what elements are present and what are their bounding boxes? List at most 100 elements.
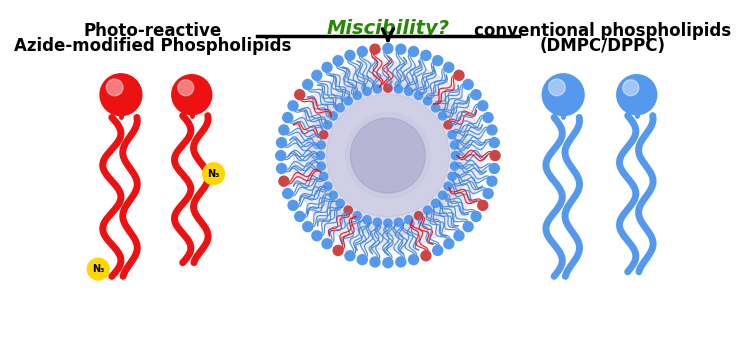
Circle shape: [100, 74, 142, 116]
Circle shape: [329, 112, 337, 120]
Circle shape: [489, 163, 500, 173]
Circle shape: [106, 79, 123, 96]
Circle shape: [322, 62, 332, 73]
Circle shape: [203, 163, 224, 185]
Circle shape: [408, 47, 419, 56]
Circle shape: [370, 257, 380, 267]
Circle shape: [394, 218, 402, 226]
Circle shape: [277, 137, 286, 148]
Circle shape: [478, 101, 488, 111]
Circle shape: [303, 222, 313, 232]
Circle shape: [358, 47, 367, 56]
Circle shape: [317, 141, 325, 149]
Circle shape: [345, 251, 355, 261]
Circle shape: [277, 163, 286, 173]
Circle shape: [324, 182, 332, 190]
Ellipse shape: [346, 113, 430, 198]
Circle shape: [276, 150, 286, 160]
Circle shape: [450, 162, 459, 170]
Circle shape: [333, 56, 343, 66]
Text: Photo-reactive: Photo-reactive: [84, 22, 222, 40]
Circle shape: [483, 188, 493, 199]
Circle shape: [444, 182, 452, 190]
Ellipse shape: [307, 75, 468, 236]
Circle shape: [363, 87, 371, 95]
Circle shape: [489, 137, 500, 148]
Circle shape: [319, 172, 328, 181]
Circle shape: [438, 191, 447, 199]
Circle shape: [373, 218, 381, 226]
Circle shape: [444, 62, 454, 73]
Circle shape: [421, 251, 431, 261]
Circle shape: [423, 97, 432, 105]
Circle shape: [322, 239, 332, 249]
Circle shape: [363, 216, 371, 224]
Circle shape: [623, 80, 639, 96]
Circle shape: [172, 75, 212, 115]
Ellipse shape: [327, 94, 450, 217]
Circle shape: [178, 80, 194, 96]
Circle shape: [345, 50, 355, 60]
Circle shape: [279, 176, 289, 186]
Text: Miscibility?: Miscibility?: [326, 19, 450, 38]
Circle shape: [487, 125, 497, 135]
Circle shape: [344, 97, 352, 105]
Circle shape: [405, 87, 413, 95]
Text: N₃: N₃: [92, 264, 105, 274]
Text: conventional phospholipids: conventional phospholipids: [473, 22, 731, 40]
Circle shape: [433, 246, 443, 255]
Circle shape: [333, 246, 343, 255]
Circle shape: [373, 85, 381, 93]
Circle shape: [317, 162, 325, 170]
Circle shape: [353, 212, 361, 220]
Circle shape: [448, 131, 456, 139]
Circle shape: [542, 74, 584, 116]
Circle shape: [478, 200, 488, 210]
Circle shape: [288, 200, 298, 210]
Circle shape: [353, 91, 361, 100]
Circle shape: [405, 216, 413, 224]
Circle shape: [487, 176, 497, 186]
Circle shape: [384, 219, 392, 227]
Circle shape: [433, 56, 443, 66]
Circle shape: [383, 43, 393, 53]
Circle shape: [444, 239, 454, 249]
Circle shape: [324, 121, 332, 129]
Circle shape: [548, 79, 565, 96]
Circle shape: [283, 113, 292, 122]
Circle shape: [490, 150, 500, 160]
Circle shape: [432, 104, 440, 112]
Circle shape: [288, 101, 298, 111]
Circle shape: [454, 231, 464, 241]
Circle shape: [312, 231, 322, 241]
Circle shape: [319, 131, 328, 139]
Circle shape: [394, 85, 402, 93]
Circle shape: [463, 222, 473, 232]
Circle shape: [471, 90, 481, 100]
Circle shape: [471, 211, 481, 221]
Circle shape: [448, 172, 456, 181]
Text: N₃: N₃: [207, 169, 220, 179]
Circle shape: [432, 199, 440, 207]
Circle shape: [283, 188, 292, 199]
Circle shape: [370, 44, 380, 54]
Circle shape: [450, 141, 459, 149]
Circle shape: [463, 79, 473, 90]
Text: (DMPC/DPPC): (DMPC/DPPC): [539, 37, 665, 55]
Circle shape: [295, 211, 304, 221]
Circle shape: [383, 258, 393, 268]
Text: Azide-modified Phospholipids: Azide-modified Phospholipids: [14, 37, 292, 55]
Ellipse shape: [364, 132, 411, 179]
Circle shape: [414, 91, 423, 100]
Circle shape: [336, 199, 344, 207]
Circle shape: [444, 121, 452, 129]
Circle shape: [295, 90, 304, 100]
Circle shape: [279, 125, 289, 135]
Circle shape: [396, 257, 406, 267]
Circle shape: [408, 254, 419, 265]
Circle shape: [316, 152, 325, 160]
Circle shape: [336, 104, 344, 112]
Circle shape: [303, 79, 313, 90]
Circle shape: [438, 112, 447, 120]
Circle shape: [451, 152, 459, 160]
